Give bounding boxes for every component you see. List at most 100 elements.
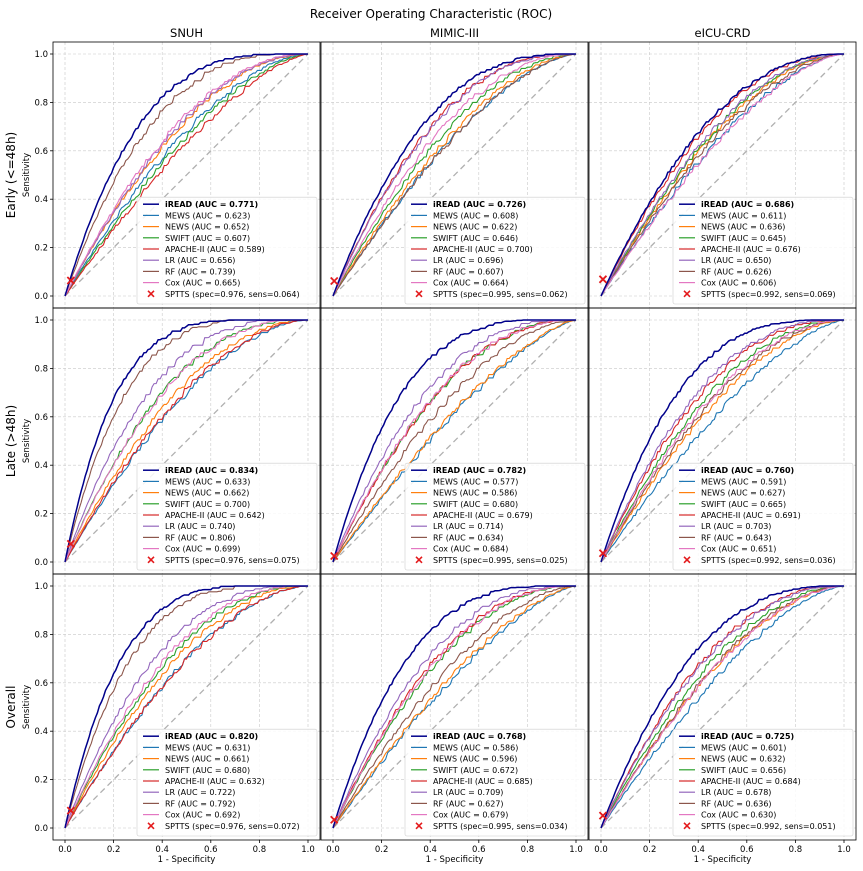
x-axis-label: 1 - Specificity [694,855,752,865]
legend-box [672,196,854,305]
legend-entry-lr: LR (AUC = 0.696) [433,256,503,265]
legend: iREAD (AUC = 0.820) MEWS (AUC = 0.631) NEW… [136,728,318,837]
legend-entry-rf: RF (AUC = 0.607) [433,267,504,276]
roc-curve-apache-ii [332,53,576,297]
roc-curve-mews [64,319,309,563]
x-axis-label: 1 - Specificity [426,855,484,865]
sptts-marker [598,549,608,558]
legend-entry-lr: LR (AUC = 0.740) [165,522,235,531]
legend-entry-lr: LR (AUC = 0.714) [433,522,503,531]
sptts-marker [66,539,75,548]
panel-grid: SNUH MIMIC-III eICU-CRD Early (<=48h) Sensit… [4,26,857,865]
roc-curves [600,319,845,563]
legend-entry-lr: LR (AUC = 0.722) [165,788,235,797]
roc-curve-rf [332,319,577,563]
roc-curve-cox [600,585,844,829]
y-tick-label: 0.8 [34,364,48,374]
legend: iREAD (AUC = 0.782) MEWS (AUC = 0.577) NEW… [404,462,586,571]
roc-curve-cox [332,585,576,829]
chance-line [600,319,845,563]
legend-entry-apache-ii: APACHE-II (AUC = 0.691) [701,511,801,520]
roc-curves [600,585,845,829]
legend-entry-sptts: SPTTS (spec=0.992, sens=0.069) [701,290,836,299]
legend-entry-cox: Cox (AUC = 0.699) [165,545,240,554]
y-tick-label: 0.6 [34,679,48,689]
chance-line [332,53,577,297]
legend-entry-cox: Cox (AUC = 0.692) [165,811,240,820]
x-tick-label: 0.2 [375,845,389,855]
roc-curve-mews [332,585,577,829]
x-tick-label: 0.4 [155,845,169,855]
legend-entry-iread: iREAD (AUC = 0.782) [433,466,526,475]
legend-entry-news: NEWS (AUC = 0.636) [701,223,785,232]
legend-box [404,728,586,837]
legend-entry-apache-ii: APACHE-II (AUC = 0.700) [433,245,533,254]
legend-entry-rf: RF (AUC = 0.626) [701,267,772,276]
x-tick-label: 1.0 [837,845,851,855]
legend-entry-lr: LR (AUC = 0.650) [701,256,771,265]
legend-entry-apache-ii: APACHE-II (AUC = 0.685) [433,777,533,786]
legend-entry-mews: MEWS (AUC = 0.631) [165,743,250,752]
roc-curve-iread [64,53,308,297]
roc-curve-news [64,319,309,563]
roc-curve-mews [332,53,577,297]
roc-curves [64,53,309,297]
legend-entry-mews: MEWS (AUC = 0.601) [701,743,786,752]
legend-entry-swift: SWIFT (AUC = 0.700) [165,500,250,509]
roc-curve-cox [600,319,845,563]
y-tick-label: 0.4 [34,195,48,205]
x-tick-label: 1.0 [569,845,583,855]
roc-curve-apache-ii [64,585,309,829]
legend-entry-rf: RF (AUC = 0.643) [701,533,772,542]
legend-box [136,196,318,305]
legend-entry-iread: iREAD (AUC = 0.686) [701,200,794,209]
axes-frame [320,573,589,841]
legend-entry-mews: MEWS (AUC = 0.633) [165,477,250,486]
roc-curve-swift [332,53,577,297]
roc-curve-iread [64,585,308,829]
chance-line [332,319,577,563]
roc-curves [332,319,577,563]
column-title-eicu-crd: eICU-CRD [695,26,751,40]
y-axis-label: Sensitivity [22,153,32,197]
legend-entry-news: NEWS (AUC = 0.627) [701,489,785,498]
y-tick-label: 0.4 [34,461,48,471]
y-tick-label: 0.4 [34,727,48,737]
roc-curve-apache-ii [64,319,309,563]
roc-curve-news [332,585,577,829]
legend: iREAD (AUC = 0.726) MEWS (AUC = 0.608) NEW… [404,196,586,305]
legend-entry-apache-ii: APACHE-II (AUC = 0.679) [433,511,533,520]
legend-entry-iread: iREAD (AUC = 0.771) [165,200,258,209]
roc-curve-iread [64,319,308,563]
x-tick-label: 0.0 [326,845,340,855]
roc-curve-cox [64,585,308,829]
legend-entry-iread: iREAD (AUC = 0.726) [433,200,526,209]
roc-curves [332,585,577,829]
legend-entry-swift: SWIFT (AUC = 0.665) [701,500,786,509]
legend-entry-rf: RF (AUC = 0.739) [165,267,236,276]
x-tick-label: 0.8 [521,845,535,855]
roc-panel-overall-mimic-iii: 0.0 0.2 0.4 0.6 0.8 1.0 1 - Specificity iREAD (… [320,573,589,865]
y-tick-label: 0.0 [34,292,48,302]
legend-entry-cox: Cox (AUC = 0.630) [701,811,776,820]
legend-entry-news: NEWS (AUC = 0.662) [165,489,249,498]
legend-entry-news: NEWS (AUC = 0.652) [165,223,249,232]
sptts-marker [598,811,608,820]
column-title-mimic-iii: MIMIC-III [430,26,479,40]
sptts-marker [330,815,339,824]
roc-curve-cox [64,319,308,563]
roc-panel-early-48h-snuh: 0.0 0.2 0.4 0.6 0.8 1.0 iREAD (AUC = 0.771) MEW… [34,41,321,309]
x-axis-label: 1 - Specificity [158,855,216,865]
legend-entry-sptts: SPTTS (spec=0.995, sens=0.025) [433,556,568,565]
legend-entry-news: NEWS (AUC = 0.596) [433,755,517,764]
roc-panel-late-48h-mimic-iii: iREAD (AUC = 0.782) MEWS (AUC = 0.577) NEW… [320,307,589,575]
roc-curve-swift [600,585,844,829]
legend-entry-apache-ii: APACHE-II (AUC = 0.589) [165,245,265,254]
sptts-marker [66,276,75,285]
legend-box [136,462,318,571]
chance-line [332,585,577,829]
legend-entry-apache-ii: APACHE-II (AUC = 0.676) [701,245,801,254]
legend-entry-iread: iREAD (AUC = 0.768) [433,732,526,741]
roc-curve-iread [332,319,576,563]
